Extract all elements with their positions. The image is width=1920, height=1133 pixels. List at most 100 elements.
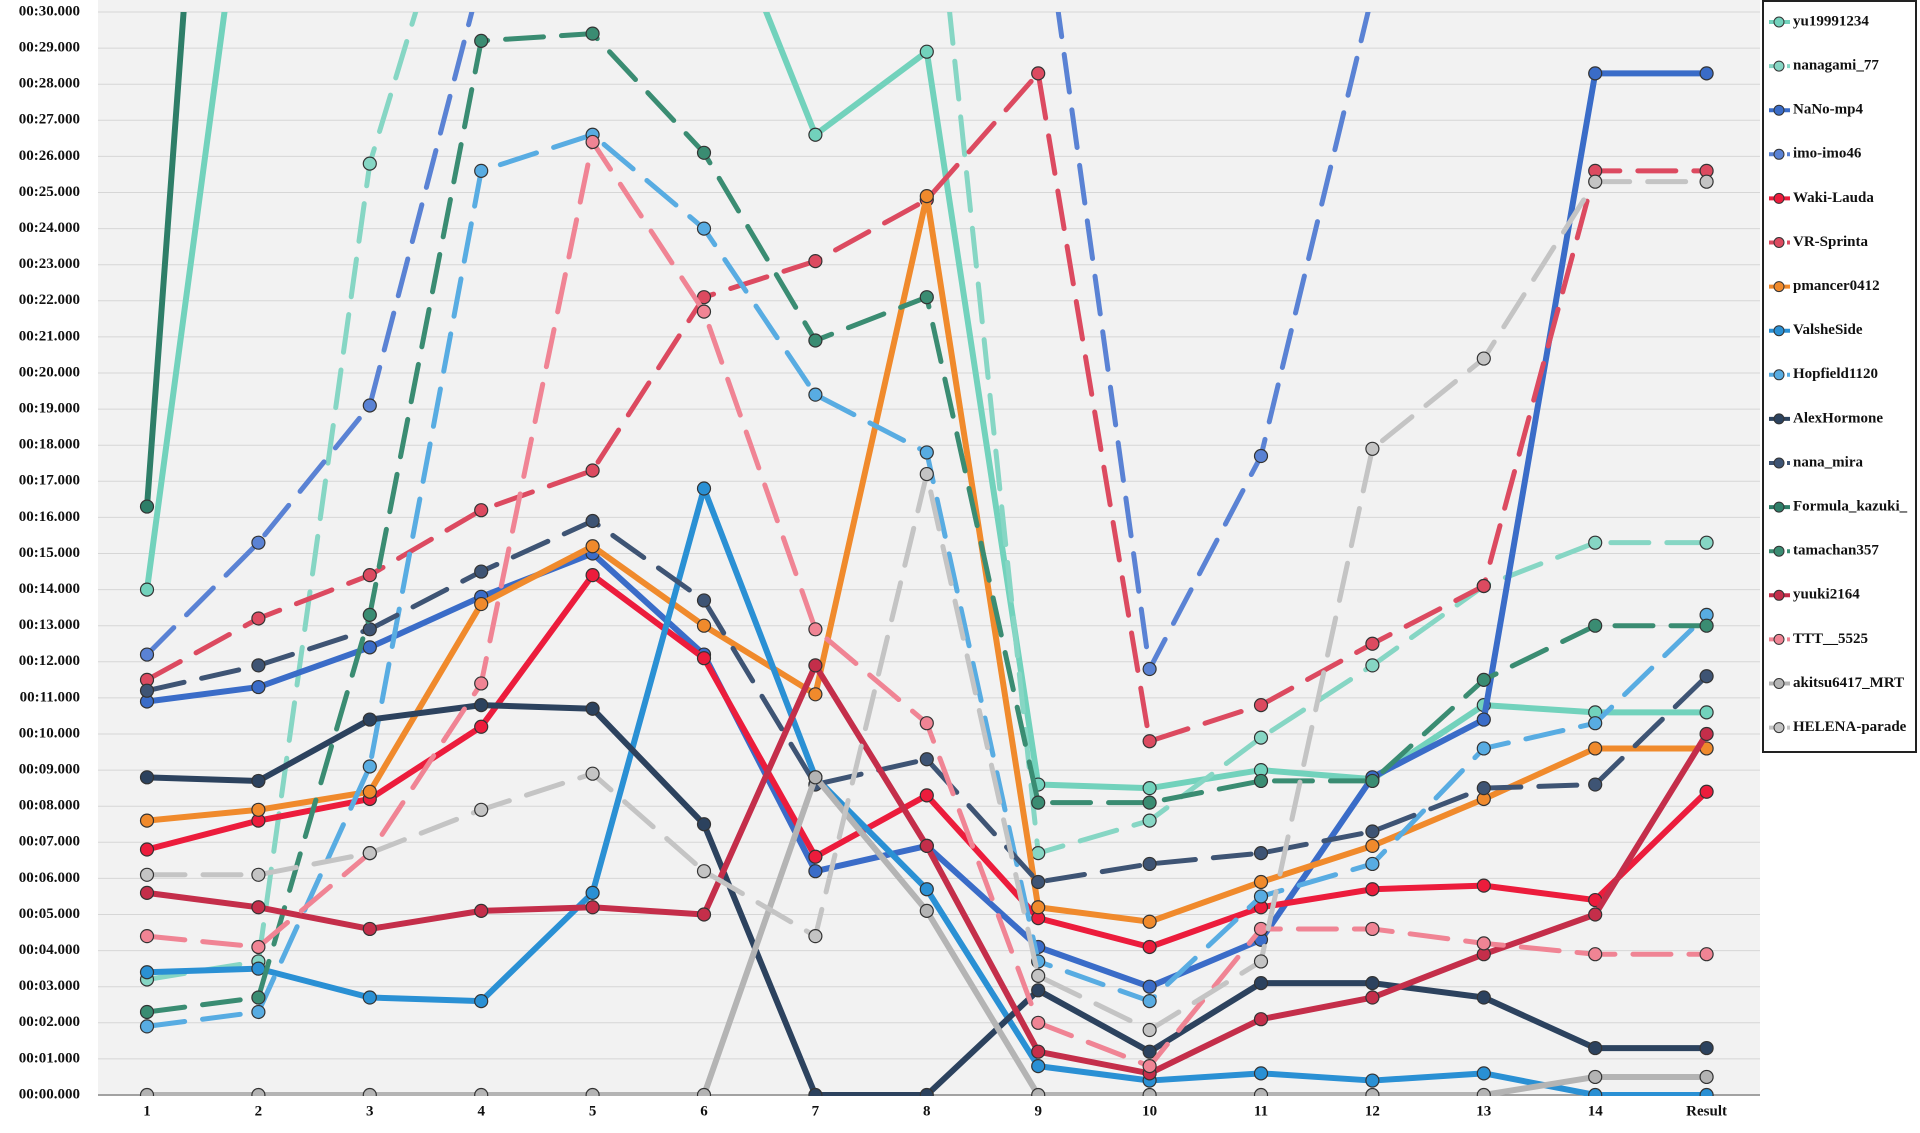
y-tick-label: 00:09.000 — [19, 762, 80, 778]
point-marker — [808, 333, 823, 348]
point-marker — [362, 607, 377, 622]
point-marker — [1142, 994, 1157, 1009]
point-marker — [1031, 874, 1046, 890]
x-tick-label: 10 — [1142, 1103, 1157, 1119]
y-tick-label: 00:30.000 — [19, 3, 80, 19]
point-marker — [1253, 921, 1269, 937]
legend-marker — [1773, 281, 1785, 293]
y-tick-label: 00:18.000 — [19, 437, 80, 453]
y-tick-label: 00:03.000 — [19, 978, 80, 994]
point-marker — [251, 1004, 266, 1020]
series-line — [144, 12, 1710, 982]
y-tick-label: 00:14.000 — [19, 581, 80, 597]
point-marker — [474, 33, 489, 48]
point-marker — [1476, 351, 1491, 366]
point-marker — [139, 1087, 155, 1096]
point-marker — [1588, 535, 1603, 550]
point-marker — [1253, 954, 1269, 969]
x-tick-label: 9 — [1034, 1103, 1042, 1119]
point-marker — [474, 503, 489, 518]
point-marker — [808, 253, 823, 269]
point-marker — [1588, 174, 1603, 189]
point-marker — [474, 596, 489, 612]
point-marker — [919, 290, 934, 305]
point-marker — [1699, 705, 1714, 720]
y-tick-label: 00:11.000 — [20, 689, 80, 705]
point-marker — [696, 304, 712, 319]
point-marker — [1588, 66, 1603, 81]
point-marker — [1253, 975, 1269, 991]
legend-label: yuuki2164 — [1793, 587, 1860, 603]
point-marker — [1588, 1087, 1603, 1096]
point-marker — [919, 838, 934, 854]
point-marker — [808, 127, 823, 142]
point-marker — [1142, 661, 1157, 677]
y-tick-label: 00:22.000 — [19, 292, 80, 308]
point-marker — [1142, 1022, 1157, 1038]
point-marker — [362, 846, 377, 861]
x-tick-label: 14 — [1588, 1103, 1604, 1119]
legend-label: Waki-Lauda — [1793, 190, 1874, 206]
y-tick-label: 00:08.000 — [19, 798, 80, 814]
point-marker — [585, 463, 600, 478]
x-tick-label: Result — [1686, 1103, 1727, 1119]
y-tick-label: 00:21.000 — [19, 328, 80, 344]
point-marker — [585, 1087, 600, 1096]
y-tick-label: 00:01.000 — [19, 1050, 80, 1066]
point-marker — [1588, 907, 1603, 922]
legend-marker — [1773, 545, 1785, 557]
x-tick-label: 2 — [255, 1103, 263, 1119]
point-marker — [362, 398, 377, 413]
x-tick-label: 6 — [700, 1103, 708, 1119]
y-tick-label: 00:19.000 — [19, 401, 80, 417]
point-marker — [919, 752, 934, 767]
point-marker — [474, 1087, 489, 1096]
point-marker — [251, 867, 266, 882]
point-marker — [1142, 1059, 1157, 1074]
point-marker — [1365, 1087, 1380, 1096]
point-marker — [1142, 813, 1157, 828]
legend-label: pmancer0412 — [1793, 278, 1880, 294]
point-marker — [251, 939, 266, 955]
y-tick-label: 00:28.000 — [19, 76, 80, 92]
point-marker — [474, 994, 489, 1009]
point-marker — [1142, 795, 1157, 810]
legend-label: nanagami_77 — [1793, 58, 1879, 74]
y-tick-label: 00:29.000 — [19, 40, 80, 56]
point-marker — [1699, 726, 1714, 742]
point-marker — [251, 900, 266, 915]
series-line — [144, 518, 1710, 885]
point-marker — [1365, 975, 1380, 991]
x-tick-label: 7 — [812, 1103, 820, 1119]
point-marker — [1031, 1044, 1046, 1059]
point-marker — [919, 882, 934, 897]
point-marker — [251, 802, 266, 817]
y-tick-label: 00:25.000 — [19, 184, 80, 200]
point-marker — [474, 719, 489, 734]
legend-marker — [1773, 678, 1785, 689]
point-marker — [139, 770, 155, 785]
point-marker — [1699, 618, 1714, 633]
point-marker — [1588, 741, 1603, 756]
point-marker — [474, 698, 489, 713]
point-marker — [1365, 658, 1380, 673]
point-marker — [362, 712, 377, 727]
point-marker — [139, 929, 155, 944]
point-marker — [1365, 882, 1380, 897]
legend-label: imo-imo46 — [1793, 146, 1862, 162]
point-marker — [1253, 730, 1269, 745]
point-marker — [362, 784, 377, 799]
point-marker — [1365, 838, 1380, 854]
point-marker — [1476, 1087, 1491, 1096]
point-marker — [1253, 698, 1269, 713]
point-marker — [1253, 889, 1269, 904]
point-marker — [139, 842, 155, 857]
legend-marker — [1773, 104, 1785, 116]
point-marker — [1476, 741, 1491, 756]
legend-marker — [1773, 16, 1785, 28]
series-line — [144, 70, 1710, 744]
point-marker — [1588, 777, 1603, 792]
point-marker — [585, 766, 600, 781]
point-marker — [1142, 914, 1157, 929]
point-marker — [585, 26, 600, 41]
